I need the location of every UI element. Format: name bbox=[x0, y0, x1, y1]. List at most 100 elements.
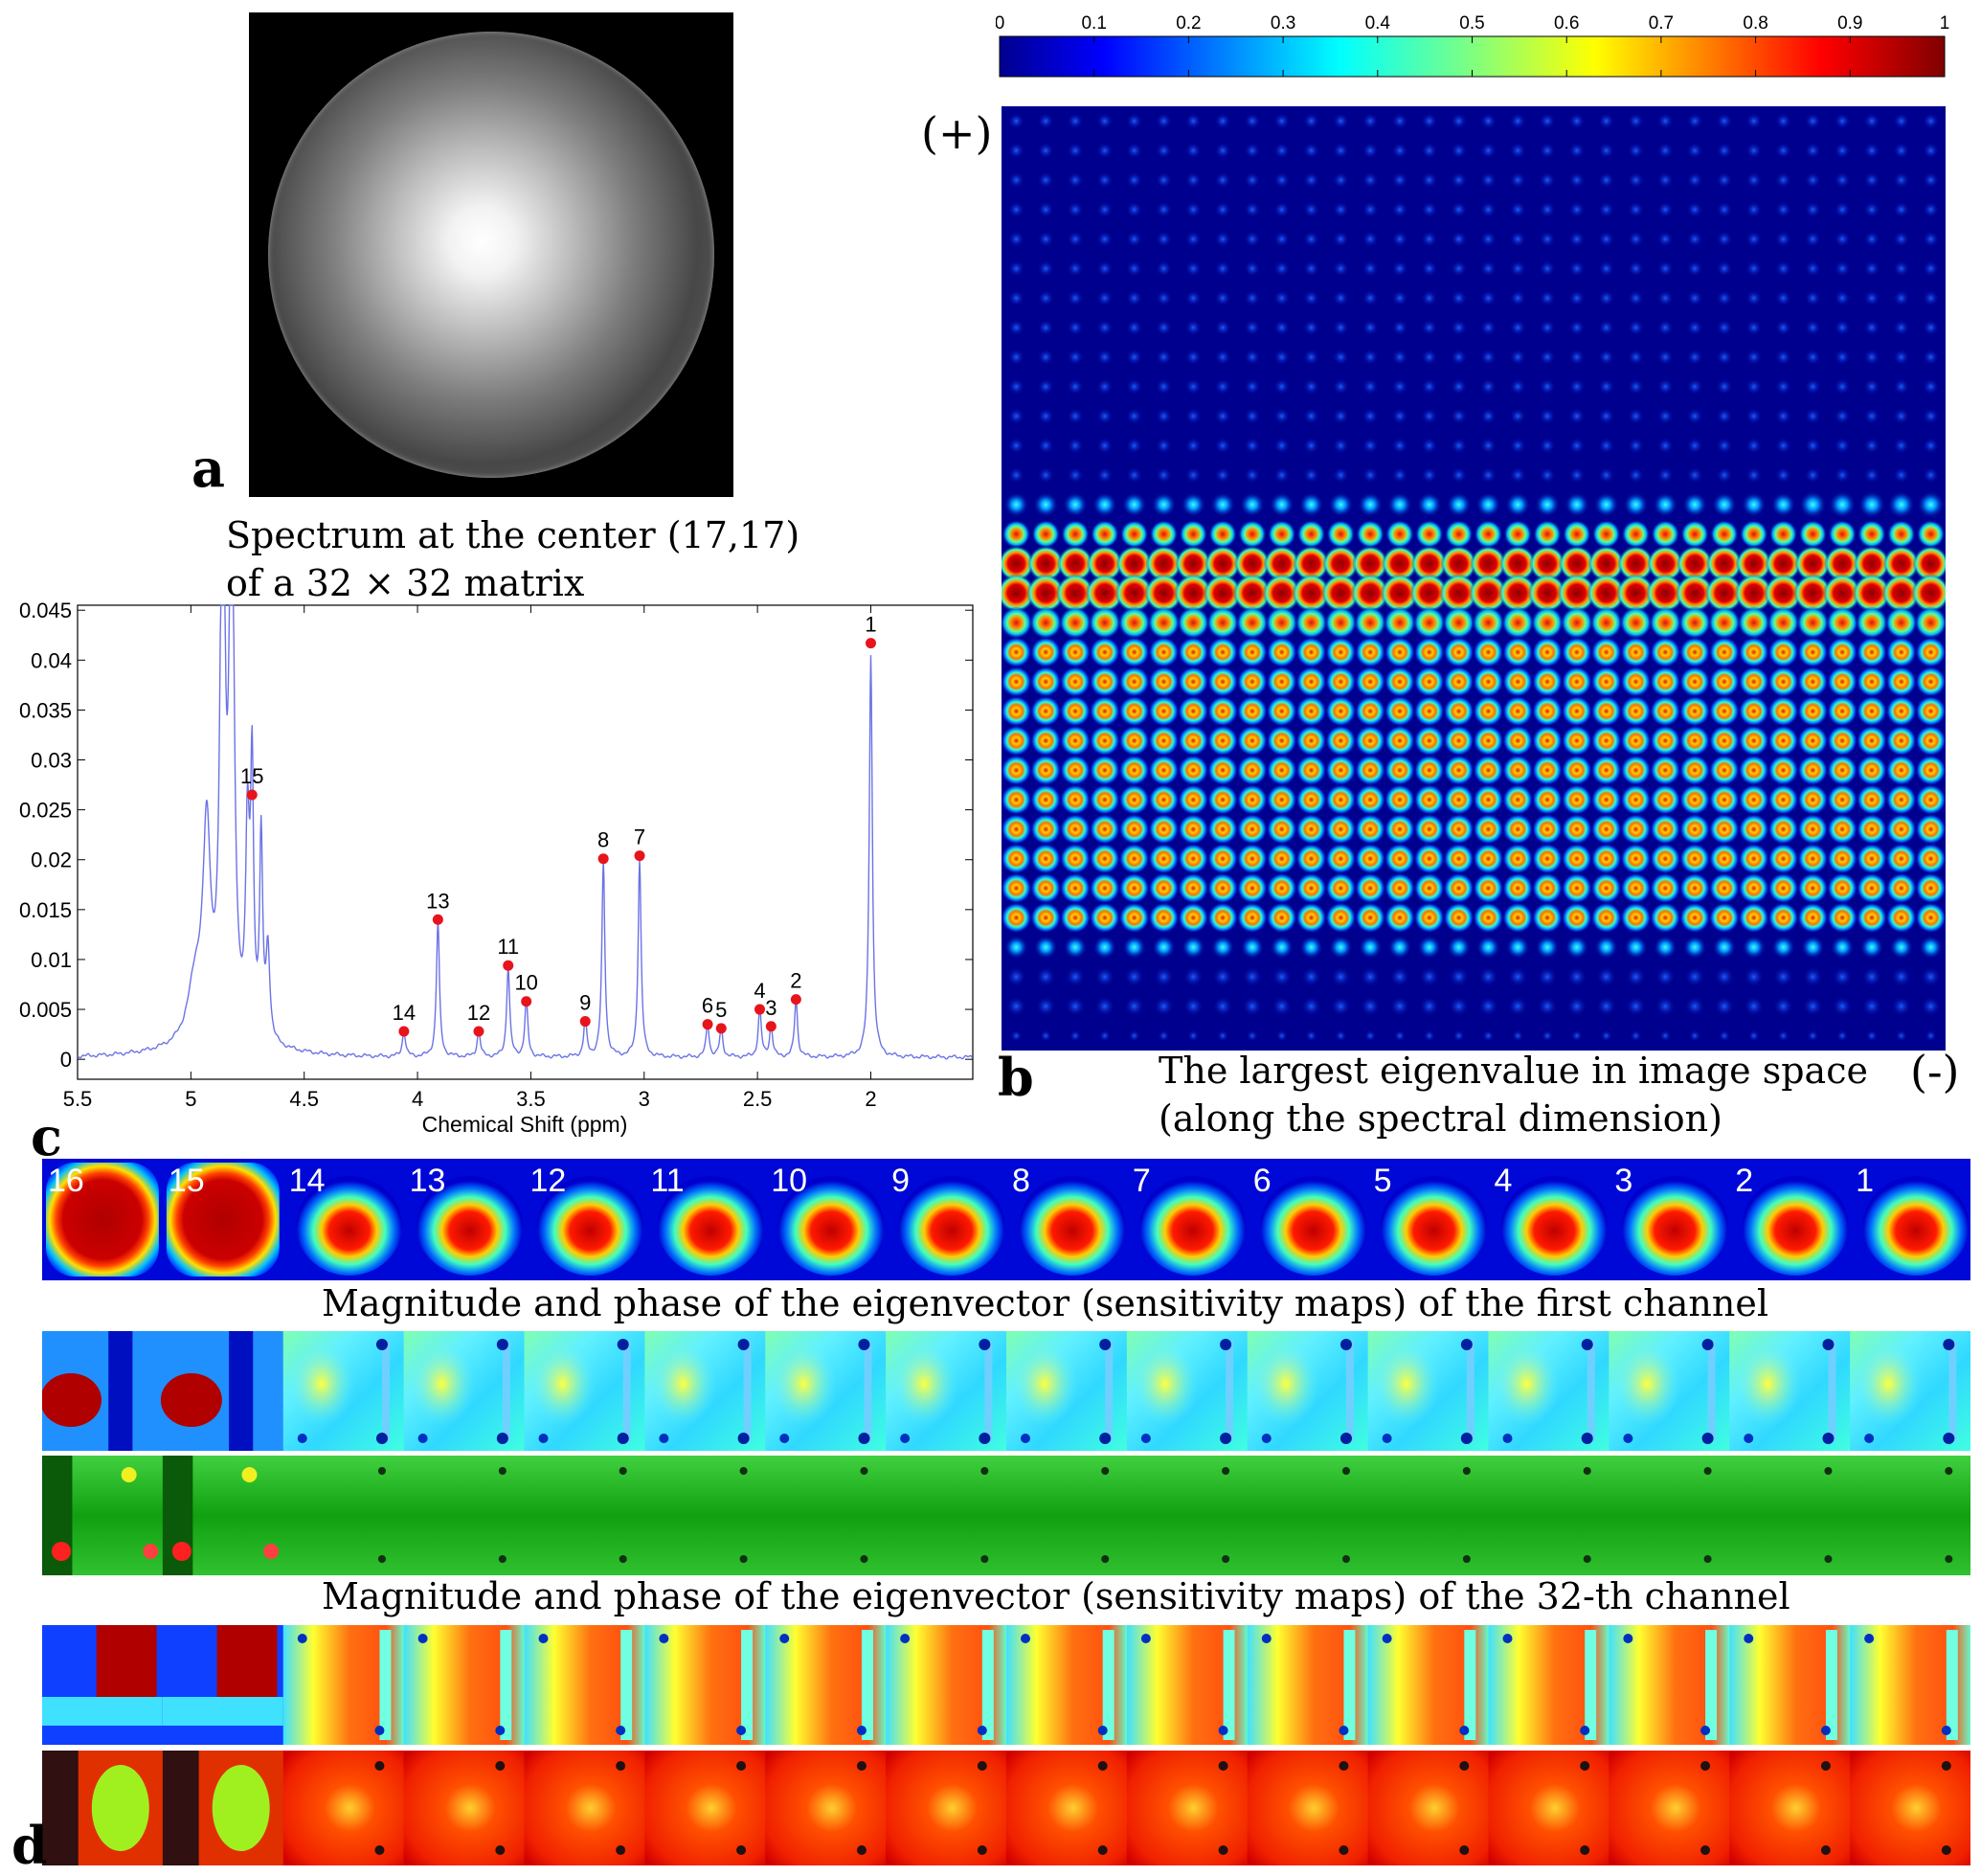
eigenvalue-blob bbox=[1822, 574, 1862, 613]
eigenvalue-blob bbox=[1216, 1029, 1229, 1042]
eigenvalue-blob bbox=[1295, 666, 1327, 697]
eigenvalue-blob bbox=[1502, 843, 1534, 874]
eigenvalue-blob bbox=[1885, 784, 1917, 816]
strip3-dot bbox=[1580, 1726, 1590, 1735]
strip4-dot bbox=[1580, 1761, 1590, 1771]
eigenvalue-blob bbox=[1181, 492, 1206, 517]
strip4-dot bbox=[1097, 1761, 1108, 1771]
strip-c-blob bbox=[1381, 1176, 1487, 1276]
eigenvalue-blob bbox=[1745, 260, 1763, 278]
eigenvalue-blob bbox=[1325, 843, 1357, 874]
last-channel-phase-strip bbox=[42, 1751, 1970, 1865]
eigenvalue-blob bbox=[1893, 260, 1910, 278]
eigenvalue-blob bbox=[1184, 349, 1202, 366]
eigenvalue-blob bbox=[1539, 319, 1556, 336]
eigenvalue-blob bbox=[1207, 725, 1239, 757]
spectrum-caption-line2: of a 32 × 32 matrix bbox=[226, 562, 585, 604]
eigenvalue-blob bbox=[1885, 755, 1917, 786]
eigenvalue-blob bbox=[1804, 231, 1821, 248]
strip-c-label: 10 bbox=[771, 1163, 807, 1199]
peak-label: 12 bbox=[467, 1001, 490, 1025]
eigenvalue-blob bbox=[1824, 545, 1861, 582]
strip1-dot bbox=[1581, 1433, 1593, 1444]
eigenvalue-blob bbox=[1421, 171, 1438, 189]
eigenvalue-blob bbox=[1056, 545, 1094, 582]
strip1-dot bbox=[1339, 1339, 1352, 1350]
eigenvalue-blob bbox=[1273, 142, 1291, 159]
eigenvalue-blob bbox=[1568, 171, 1586, 189]
peak-marker bbox=[246, 789, 258, 801]
eigenvalue-blob bbox=[1236, 755, 1268, 786]
peak-marker bbox=[865, 638, 876, 649]
eigenvalue-blob bbox=[1561, 725, 1592, 757]
eigenvalue-blob bbox=[1117, 606, 1151, 640]
eigenvalue-blob bbox=[1421, 142, 1438, 159]
eigenvalue-blob bbox=[1774, 142, 1792, 159]
eigenvalue-blob bbox=[1325, 902, 1357, 934]
eigenvalue-blob bbox=[1767, 843, 1799, 874]
peak-label: 6 bbox=[702, 994, 713, 1018]
eigenvalue-blob bbox=[1096, 171, 1114, 189]
eigenvalue-blob bbox=[1184, 112, 1202, 130]
strip1-seam bbox=[381, 1341, 390, 1441]
strip2-dot bbox=[1583, 1555, 1591, 1563]
eigenvalue-blob bbox=[1214, 437, 1231, 454]
eigenvalue-blob bbox=[1794, 545, 1832, 582]
eigenvalue-blob bbox=[1739, 519, 1768, 549]
eigenvalue-blob bbox=[1412, 606, 1446, 640]
eigenvalue-blob bbox=[1332, 260, 1349, 278]
eigenvalue-blob bbox=[1384, 813, 1415, 845]
colorbar-tick-label: 0.8 bbox=[1743, 13, 1767, 34]
eigenvalue-blob bbox=[1716, 142, 1733, 159]
eigenvalue-blob bbox=[1355, 725, 1386, 757]
strip2-dot bbox=[619, 1467, 627, 1475]
peak-marker bbox=[790, 994, 801, 1006]
eigenvalue-blob bbox=[1002, 606, 1033, 640]
eigenvalue-blob bbox=[1678, 606, 1712, 640]
strip4-tile bbox=[282, 1751, 405, 1865]
eigenvalue-blob bbox=[1893, 201, 1910, 218]
strip1-dot bbox=[1864, 1434, 1875, 1443]
eigenvalue-blob bbox=[1653, 492, 1678, 517]
eigenvalue-blob bbox=[1362, 407, 1379, 425]
eigenvalue-blob bbox=[1096, 319, 1114, 336]
eigenvalue-blob bbox=[1853, 545, 1891, 582]
eigenvalue-blob bbox=[1916, 519, 1946, 549]
eigenvalue-blob bbox=[1179, 519, 1208, 549]
eigenvalue-blob bbox=[1561, 843, 1592, 874]
strip3-seam bbox=[741, 1630, 754, 1740]
eigenvalue-blob bbox=[1598, 407, 1615, 425]
eigenvalue-blob bbox=[1532, 902, 1564, 934]
eigenvalue-blob bbox=[1475, 492, 1501, 517]
eigenvalue-blob bbox=[1325, 813, 1357, 845]
eigenvalue-blob bbox=[1096, 231, 1114, 248]
eigenvalue-blob bbox=[1273, 319, 1291, 336]
x-tick-label: 2 bbox=[865, 1087, 876, 1111]
eigenvalue-blob bbox=[1509, 112, 1526, 130]
eigenvalue-blob bbox=[1273, 289, 1291, 306]
eigenvalue-blob bbox=[1716, 289, 1733, 306]
eigenvalue-blob bbox=[1797, 872, 1829, 904]
eigenvalue-blob bbox=[1509, 260, 1526, 278]
eigenvalue-blob bbox=[1002, 725, 1032, 757]
eigenvalue-blob bbox=[1242, 996, 1263, 1017]
eigenvalue-blob bbox=[1679, 813, 1711, 845]
eigenvalue-blob bbox=[1774, 260, 1792, 278]
eigenvalue-blob bbox=[1893, 378, 1910, 396]
eigenvalue-blob bbox=[1802, 966, 1823, 987]
eigenvalue-blob bbox=[1473, 666, 1504, 697]
eigenvalue-blob bbox=[1738, 813, 1769, 845]
eigenvalue-blob bbox=[1922, 142, 1940, 159]
eigenvalue-blob bbox=[1716, 437, 1733, 454]
eigenvalue-blob bbox=[1187, 1029, 1200, 1042]
eigenvalue-blob bbox=[1325, 725, 1357, 757]
eigenvalue-blob bbox=[1509, 201, 1526, 218]
eigenvalue-blob bbox=[1568, 437, 1586, 454]
peak-label: 10 bbox=[514, 971, 537, 995]
eigenvalue-blob bbox=[1832, 966, 1853, 987]
eigenvalue-blob bbox=[1207, 695, 1239, 727]
eigenvalue-blob bbox=[1450, 466, 1468, 484]
eigenvalue-blob bbox=[1627, 407, 1645, 425]
eigenvalue-blob bbox=[1002, 902, 1032, 934]
eigenvalue-blob bbox=[1539, 142, 1556, 159]
